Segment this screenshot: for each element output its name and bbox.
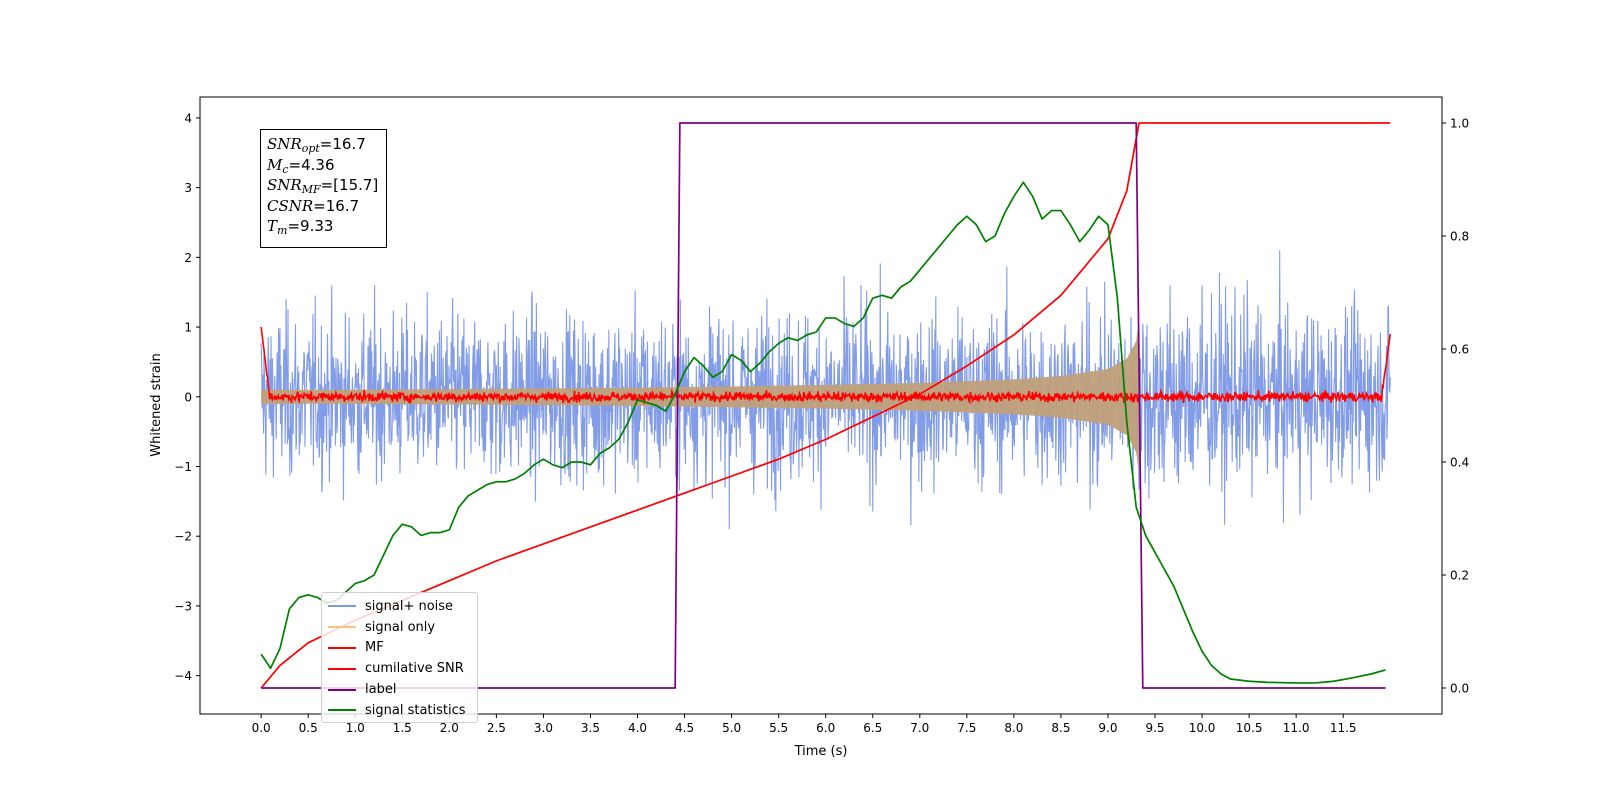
legend-item-label: label: [328, 679, 471, 700]
x-tick-label: 8.5: [1051, 721, 1070, 735]
x-tick-label: 4.5: [675, 721, 694, 735]
x-tick-label: 11.0: [1283, 721, 1310, 735]
x-tick-label: 7.0: [910, 721, 929, 735]
x-tick-label: 3.0: [534, 721, 553, 735]
x-tick-label: 6.5: [863, 721, 882, 735]
y-tick-label: −4: [174, 669, 192, 683]
y2-tick-label: 0.8: [1450, 229, 1469, 243]
series-label: [261, 122, 1386, 689]
legend-swatch: [328, 688, 356, 691]
y-axis-label: Whitened strain: [149, 353, 164, 456]
series-mf: [260, 326, 1392, 405]
series-signal-noise: [260, 250, 1391, 530]
axes-frame: [199, 96, 1443, 715]
legend-swatch: [328, 667, 356, 670]
x-tick-label: 0.0: [252, 721, 271, 735]
legend-item-signal-statistics: signal statistics: [328, 700, 471, 721]
y-tick-label: −3: [174, 599, 192, 613]
legend-item-signal-noise: signal+ noise: [328, 596, 471, 617]
legend-swatch: [328, 626, 356, 629]
legend-item-mf: MF: [328, 638, 471, 659]
y-axis-left: 4 3 2 1 0 −1 −2 −3 −4: [174, 111, 200, 683]
y2-tick-label: 0.0: [1450, 682, 1469, 696]
x-tick-label: 6.0: [816, 721, 835, 735]
x-tick-label: 9.5: [1145, 721, 1164, 735]
y-tick-label: 1: [184, 321, 192, 335]
y-axis-right: 1.0 0.8 0.6 0.4 0.2 0.0: [1442, 116, 1469, 696]
x-tick-label: 1.0: [346, 721, 365, 735]
x-tick-label: 1.5: [393, 721, 412, 735]
x-axis-label: Time (s): [794, 744, 848, 759]
x-tick-label: 5.0: [722, 721, 741, 735]
x-tick-label: 3.5: [581, 721, 600, 735]
x-tick-label: 0.5: [299, 721, 318, 735]
x-axis: 0.0 0.5 1.0 1.5 2.0 2.5 3.0 3.5 4.0 4.5 5.0 5.5 6.0 6…: [252, 714, 1357, 735]
y2-tick-label: 1.0: [1450, 116, 1469, 130]
y-tick-label: 0: [184, 390, 192, 404]
y-tick-label: 4: [184, 111, 192, 125]
x-tick-label: 10.5: [1236, 721, 1263, 735]
x-tick-label: 2.0: [440, 721, 459, 735]
x-tick-label: 8.0: [1004, 721, 1023, 735]
snr-opt-line: SNRopt=16.7: [267, 135, 366, 155]
y2-tick-label: 0.4: [1450, 456, 1469, 470]
legend-item-cumulative-snr: cumilative SNR: [328, 658, 471, 679]
y-tick-label: 3: [184, 181, 192, 195]
legend: signal+ noise signal only MF cumilative …: [321, 592, 478, 723]
x-tick-label: 9.0: [1098, 721, 1117, 735]
x-tick-label: 11.5: [1330, 721, 1357, 735]
legend-item-signal-only: signal only: [328, 617, 471, 638]
x-tick-label: 4.0: [628, 721, 647, 735]
y2-tick-label: 0.6: [1450, 342, 1469, 356]
x-tick-label: 5.5: [769, 721, 788, 735]
snr-annotation-box: SNRopt=16.7 Mc=4.36 SNRMF=[15.7] CSNR=16…: [260, 129, 387, 248]
x-tick-label: 10.0: [1189, 721, 1216, 735]
snr-mf-line: SNRMF=[15.7]: [267, 176, 379, 196]
csnr-line: CSNR=16.7: [267, 196, 360, 215]
tm-line: Tm=9.33: [267, 217, 334, 237]
y-tick-label: −1: [174, 460, 192, 474]
y-tick-label: 2: [184, 251, 192, 265]
series-signal-statistics: [260, 181, 1386, 684]
legend-swatch: [328, 646, 356, 649]
mc-line: Mc=4.36: [267, 155, 335, 176]
x-tick-label: 7.5: [957, 721, 976, 735]
legend-swatch: [328, 709, 356, 712]
y2-tick-label: 0.2: [1450, 569, 1469, 583]
legend-swatch: [328, 605, 356, 608]
x-tick-label: 2.5: [487, 721, 506, 735]
y-tick-label: −2: [174, 530, 192, 544]
